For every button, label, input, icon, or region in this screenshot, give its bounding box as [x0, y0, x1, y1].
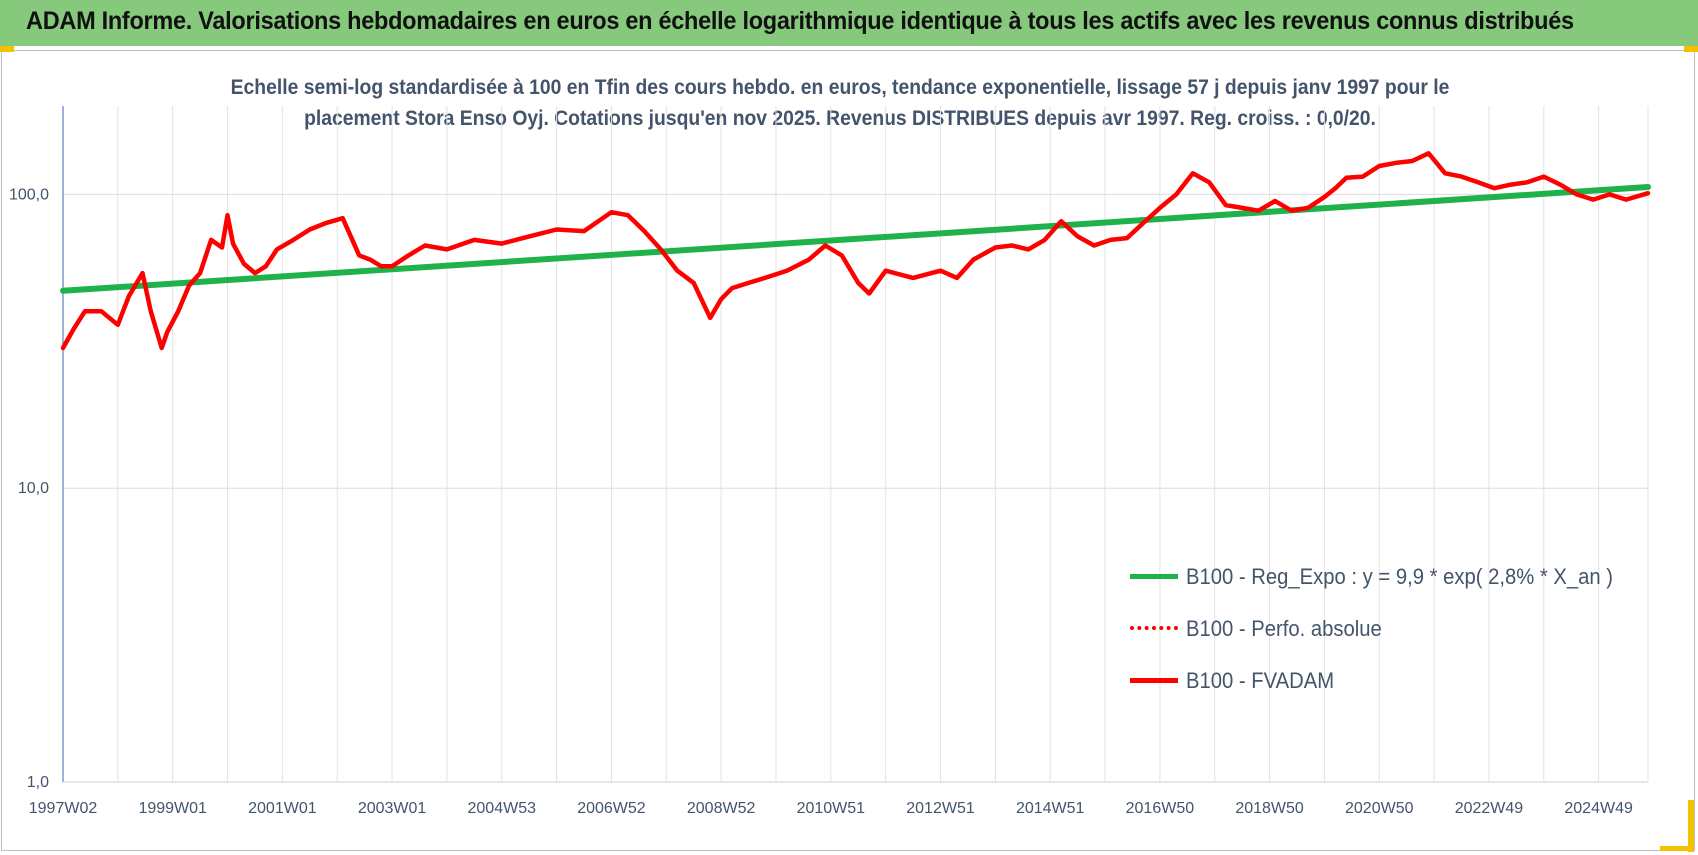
- y-tick-label: 10,0: [18, 480, 49, 497]
- x-tick-label: 2016W50: [1126, 800, 1195, 817]
- series-line-fvadam: [60, 151, 1651, 351]
- x-tick-label: 2012W51: [906, 800, 975, 817]
- x-tick-label: 2003W01: [358, 800, 427, 817]
- chart-frame: [1, 50, 1695, 851]
- legend-label-perfo-absolue: B100 - Perfo. absolue: [1186, 616, 1382, 641]
- x-tick-label: 2018W50: [1235, 800, 1304, 817]
- corner-marker-top-right: [1684, 46, 1698, 52]
- x-tick-label: 2006W52: [577, 800, 646, 817]
- legend-item-regression: B100 - Reg_Expo : y = 9,9 * exp( 2,8% * …: [1130, 562, 1690, 592]
- x-tick-label: 1999W01: [138, 800, 207, 817]
- series-line-regression: [60, 184, 1651, 294]
- legend-item-perfo-absolue: B100 - Perfo. absolue: [1130, 614, 1690, 644]
- x-tick-label: 2010W51: [797, 800, 866, 817]
- x-tick-label: 2024W49: [1564, 800, 1633, 817]
- legend-label-regression: B100 - Reg_Expo : y = 9,9 * exp( 2,8% * …: [1186, 564, 1613, 589]
- page-title: ADAM Informe. Valorisations hebdomadaire…: [26, 7, 1574, 35]
- x-tick-label: 1997W02: [29, 800, 98, 817]
- x-tick-label: 2022W49: [1455, 800, 1524, 817]
- x-tick-label: 2008W52: [687, 800, 756, 817]
- chart-subtitle-line-2: placement Stora Enso Oyj. Cotations jusq…: [304, 107, 1376, 130]
- x-tick-label: 2020W50: [1345, 800, 1414, 817]
- legend-swatch-fvadam: [1130, 678, 1178, 683]
- legend-swatch-perfo-absolue: [1130, 626, 1178, 630]
- x-tick-label: 2001W01: [248, 800, 317, 817]
- y-tick-label: 1,0: [27, 774, 49, 791]
- x-tick-label: 2014W51: [1016, 800, 1085, 817]
- corner-marker-bottom-right-base: [1660, 846, 1694, 851]
- header-banner: ADAM Informe. Valorisations hebdomadaire…: [0, 0, 1698, 46]
- corner-marker-top-left: [0, 46, 14, 52]
- x-tick-label: 2004W53: [468, 800, 537, 817]
- corner-marker-bottom-right: [1688, 800, 1694, 852]
- legend-item-fvadam: B100 - FVADAM: [1130, 666, 1690, 696]
- legend-label-fvadam: B100 - FVADAM: [1186, 668, 1335, 693]
- chart-subtitle-line-1: Echelle semi-log standardisée à 100 en T…: [230, 76, 1450, 99]
- legend-swatch-regression: [1130, 574, 1178, 579]
- y-tick-label: 100,0: [9, 186, 49, 203]
